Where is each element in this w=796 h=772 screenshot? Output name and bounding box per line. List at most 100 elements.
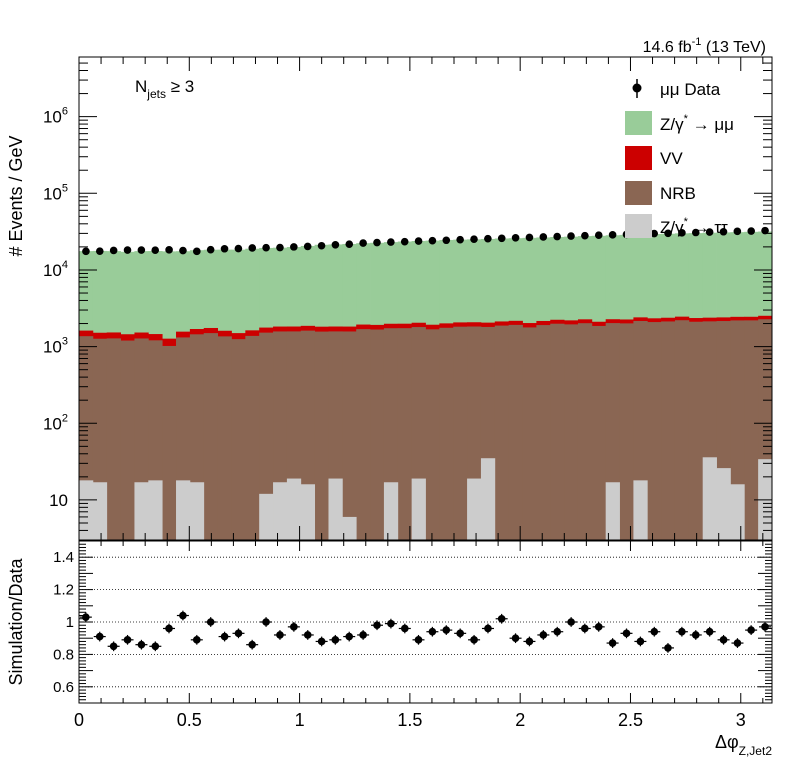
ratio-point-42 xyxy=(664,644,672,652)
bar-nrb-43 xyxy=(674,320,690,540)
legend-dy-mumu-swatch xyxy=(625,111,652,135)
ratio-point-4 xyxy=(137,640,146,649)
bar-z-4 xyxy=(134,482,149,540)
data-point-12 xyxy=(248,244,257,252)
bar-nrb-32 xyxy=(522,327,537,540)
bar-nrb-10 xyxy=(217,336,232,540)
stacked-histograms xyxy=(79,231,773,541)
data-point-16 xyxy=(303,242,312,251)
bar-z-8 xyxy=(189,482,205,540)
ratio-point-32 xyxy=(525,637,534,646)
y-tick-base-1: 10 xyxy=(43,414,62,433)
bar-nrb-27 xyxy=(453,326,468,540)
bar-z-19 xyxy=(342,516,357,540)
lumi-energy: (13 TeV) xyxy=(701,39,766,56)
x-axis-title-main: Δφ xyxy=(715,732,739,752)
legend-dy-mumu-text: Z/γ xyxy=(660,115,684,134)
ratio-point-33 xyxy=(539,631,548,639)
data-point-38 xyxy=(608,231,617,239)
data-point-33 xyxy=(539,233,548,241)
data-point-20 xyxy=(359,239,367,247)
y-tick-exp-1: 2 xyxy=(62,412,68,424)
ratio-point-22 xyxy=(387,619,395,628)
ratio-y-tick-label-0: 0.6 xyxy=(53,679,74,696)
bar-z-45 xyxy=(702,457,717,540)
ratio-point-48 xyxy=(747,626,755,634)
bar-nrb-9 xyxy=(203,333,218,540)
legend-dy-tautau-sup: * xyxy=(684,216,689,228)
data-point-32 xyxy=(525,233,534,242)
data-point-37 xyxy=(594,231,603,240)
ratio-point-36 xyxy=(581,624,589,633)
data-point-2 xyxy=(109,246,118,255)
ratio-point-31 xyxy=(511,634,520,642)
data-point-1 xyxy=(95,247,104,255)
ratio-point-43 xyxy=(678,627,686,636)
ratio-point-47 xyxy=(733,639,742,647)
bar-z-29 xyxy=(480,458,496,540)
bar-z-0 xyxy=(79,480,94,540)
legend: μμ Data Z/γ* → μμ VV NRB Z/γ* → ττ xyxy=(625,79,734,238)
ratio-y-tick-label-2: 1 xyxy=(66,614,74,631)
ratio-point-24 xyxy=(414,636,423,644)
bar-nrb-44 xyxy=(688,321,704,540)
ratio-point-14 xyxy=(276,631,284,639)
ratio-point-37 xyxy=(594,623,603,631)
data-point-4 xyxy=(137,246,146,254)
bar-z-15 xyxy=(286,478,302,540)
data-point-19 xyxy=(345,240,354,248)
data-point-41 xyxy=(650,229,658,238)
x-axis-title: ΔφZ,Jet2 xyxy=(715,732,772,758)
ratio-plot-area xyxy=(79,541,772,703)
data-point-44 xyxy=(691,228,700,237)
ratio-point-49 xyxy=(761,623,769,631)
data-point-28 xyxy=(470,235,478,243)
ratio-point-21 xyxy=(373,621,381,630)
ratio-point-15 xyxy=(290,623,298,631)
ratio-y-tick-label-1: 0.8 xyxy=(53,646,74,663)
bar-nrb-6 xyxy=(162,345,177,540)
legend-dy-mumu-label: Z/γ* → μμ xyxy=(660,113,734,134)
main-y-axis-title: # Events / GeV xyxy=(6,135,26,256)
bar-nrb-23 xyxy=(397,328,413,540)
ratio-point-46 xyxy=(719,636,728,644)
y-tick-label-5: 106 xyxy=(43,106,68,127)
legend-vv-label: VV xyxy=(660,149,683,168)
bar-z-13 xyxy=(259,493,274,540)
bar-z-40 xyxy=(633,480,648,540)
data-point-31 xyxy=(511,233,520,242)
bar-nrb-21 xyxy=(370,329,385,540)
lumi-exponent: -1 xyxy=(692,36,702,48)
bar-nrb-39 xyxy=(619,323,634,540)
bar-nrb-20 xyxy=(356,329,371,540)
x-tick-label-3: 1.5 xyxy=(397,710,422,730)
bar-z-16 xyxy=(300,484,316,540)
ratio-y-tick-label-4: 1.4 xyxy=(53,549,74,566)
bar-nrb-41 xyxy=(647,322,662,540)
ratio-point-25 xyxy=(428,627,437,636)
ratio-point-44 xyxy=(691,631,700,639)
ratio-point-7 xyxy=(179,611,187,620)
data-point-36 xyxy=(581,231,589,240)
data-point-35 xyxy=(567,232,575,240)
ratio-point-6 xyxy=(165,624,173,633)
ratio-point-20 xyxy=(359,631,367,639)
bar-nrb-25 xyxy=(425,329,440,540)
x-tick-label-0: 0 xyxy=(74,710,84,730)
legend-vv-swatch xyxy=(625,146,652,170)
bar-nrb-42 xyxy=(661,321,676,540)
ratio-point-23 xyxy=(401,624,409,633)
y-tick-label-2: 103 xyxy=(43,336,68,357)
selection-main: N xyxy=(135,77,147,96)
legend-dy-tautau-text: Z/γ xyxy=(660,218,684,237)
ratio-point-45 xyxy=(705,627,714,636)
bar-nrb-48 xyxy=(744,320,759,540)
data-point-24 xyxy=(414,237,423,245)
ratio-x-axis: 0 0.5 1 1.5 2 2.5 3 xyxy=(74,541,764,730)
data-point-48 xyxy=(747,227,756,235)
data-point-46 xyxy=(719,227,728,236)
bar-nrb-33 xyxy=(536,325,551,540)
data-point-30 xyxy=(497,234,506,243)
